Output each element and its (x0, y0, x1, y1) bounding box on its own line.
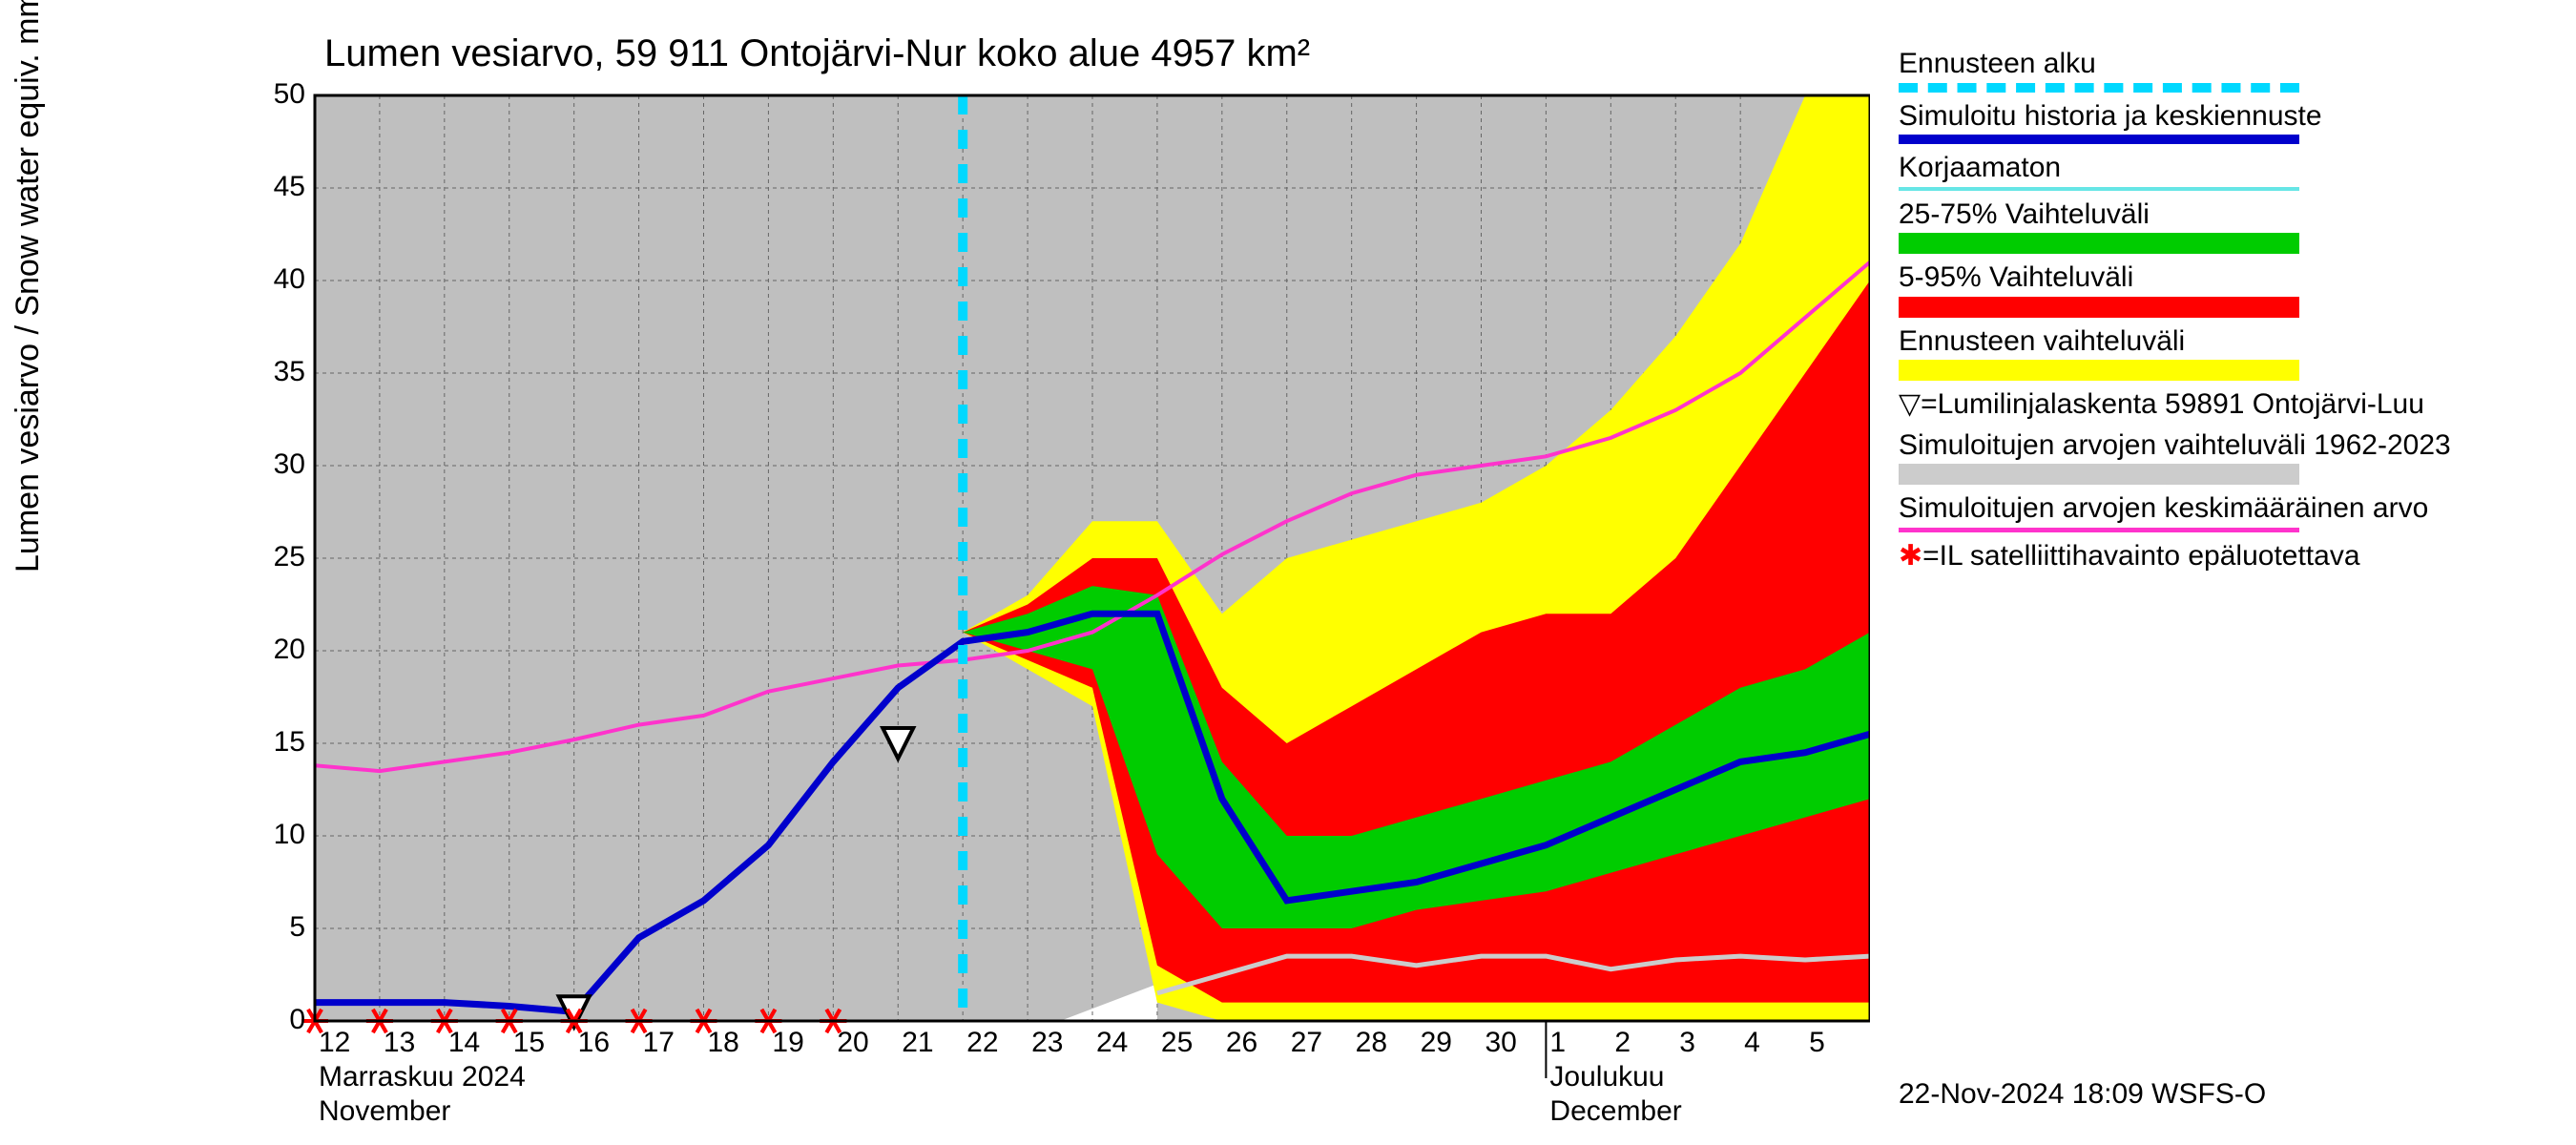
x-tick: 27 (1291, 1027, 1322, 1059)
legend-swatch (1899, 360, 2299, 381)
y-tick: 40 (248, 263, 305, 296)
x-tick: 16 (578, 1027, 610, 1059)
x-tick: 19 (772, 1027, 803, 1059)
x-tick: 1 (1549, 1027, 1566, 1059)
legend-label: Ennusteen alku (1899, 48, 2566, 81)
y-tick: 45 (248, 171, 305, 203)
legend-swatch (1899, 464, 2299, 485)
x-tick: 24 (1096, 1027, 1128, 1059)
legend-label: 5-95% Vaihteluväli (1899, 261, 2566, 295)
x-tick: 5 (1809, 1027, 1825, 1059)
legend-swatch (1899, 135, 2299, 144)
x-tick: 20 (837, 1027, 868, 1059)
legend-label: Korjaamaton (1899, 152, 2566, 185)
x-tick: 28 (1356, 1027, 1387, 1059)
x-tick: 3 (1679, 1027, 1695, 1059)
legend-swatch (1899, 233, 2299, 254)
x-tick: 4 (1744, 1027, 1760, 1059)
legend-swatch (1899, 187, 2299, 191)
x-tick: 14 (448, 1027, 480, 1059)
x-tick: 25 (1161, 1027, 1193, 1059)
legend-item: Simuloitujen arvojen keskimääräinen arvo (1899, 492, 2566, 532)
legend-item: Ennusteen alku (1899, 48, 2566, 93)
y-tick: 35 (248, 356, 305, 388)
legend-swatch (1899, 528, 2299, 532)
x-tick: 18 (708, 1027, 739, 1059)
month-label-en: December (1549, 1095, 1681, 1128)
legend-swatch (1899, 83, 2299, 93)
legend-label: Simuloitujen arvojen vaihteluväli 1962-2… (1899, 429, 2566, 463)
legend-item: Ennusteen vaihteluväli (1899, 325, 2566, 382)
x-tick: 29 (1421, 1027, 1452, 1059)
y-tick: 0 (248, 1004, 305, 1036)
chart-container: Lumen vesiarvo, 59 911 Ontojärvi-Nur kok… (0, 0, 2576, 1145)
legend-item: ▽=Lumilinjalaskenta 59891 Ontojärvi-Luu (1899, 388, 2566, 422)
legend: Ennusteen alku Simuloitu historia ja kesk… (1899, 48, 2566, 580)
x-tick: 2 (1614, 1027, 1631, 1059)
legend-label: 25-75% Vaihteluväli (1899, 198, 2566, 232)
timestamp: 22-Nov-2024 18:09 WSFS-O (1899, 1078, 2266, 1111)
legend-item: ✱=IL satelliittihavainto epäluotettava (1899, 540, 2566, 573)
legend-label: Simuloitujen arvojen keskimääräinen arvo (1899, 492, 2566, 526)
x-tick: 13 (384, 1027, 415, 1059)
y-tick: 15 (248, 726, 305, 759)
y-tick: 25 (248, 541, 305, 573)
x-tick: 30 (1485, 1027, 1517, 1059)
x-tick: 21 (902, 1027, 933, 1059)
y-tick: 5 (248, 911, 305, 944)
legend-label: Ennusteen vaihteluväli (1899, 325, 2566, 359)
month-label: Joulukuu (1549, 1061, 1664, 1093)
legend-label: Simuloitu historia ja keskiennuste (1899, 100, 2566, 134)
legend-label: ✱=IL satelliittihavainto epäluotettava (1899, 540, 2566, 573)
legend-swatch (1899, 297, 2299, 318)
x-tick: 17 (643, 1027, 675, 1059)
x-tick: 22 (966, 1027, 998, 1059)
legend-item: 25-75% Vaihteluväli (1899, 198, 2566, 255)
y-tick: 10 (248, 819, 305, 851)
month-label-en: November (319, 1095, 450, 1128)
legend-item: Korjaamaton (1899, 152, 2566, 191)
y-tick: 20 (248, 634, 305, 666)
x-tick: 23 (1031, 1027, 1063, 1059)
legend-item: Simuloitu historia ja keskiennuste (1899, 100, 2566, 145)
y-tick: 30 (248, 448, 305, 481)
x-tick: 12 (319, 1027, 350, 1059)
legend-item: Simuloitujen arvojen vaihteluväli 1962-2… (1899, 429, 2566, 486)
x-tick: 26 (1226, 1027, 1257, 1059)
legend-label: ▽=Lumilinjalaskenta 59891 Ontojärvi-Luu (1899, 388, 2566, 422)
y-tick: 50 (248, 78, 305, 111)
month-label: Marraskuu 2024 (319, 1061, 526, 1093)
x-tick: 15 (513, 1027, 545, 1059)
legend-item: 5-95% Vaihteluväli (1899, 261, 2566, 318)
